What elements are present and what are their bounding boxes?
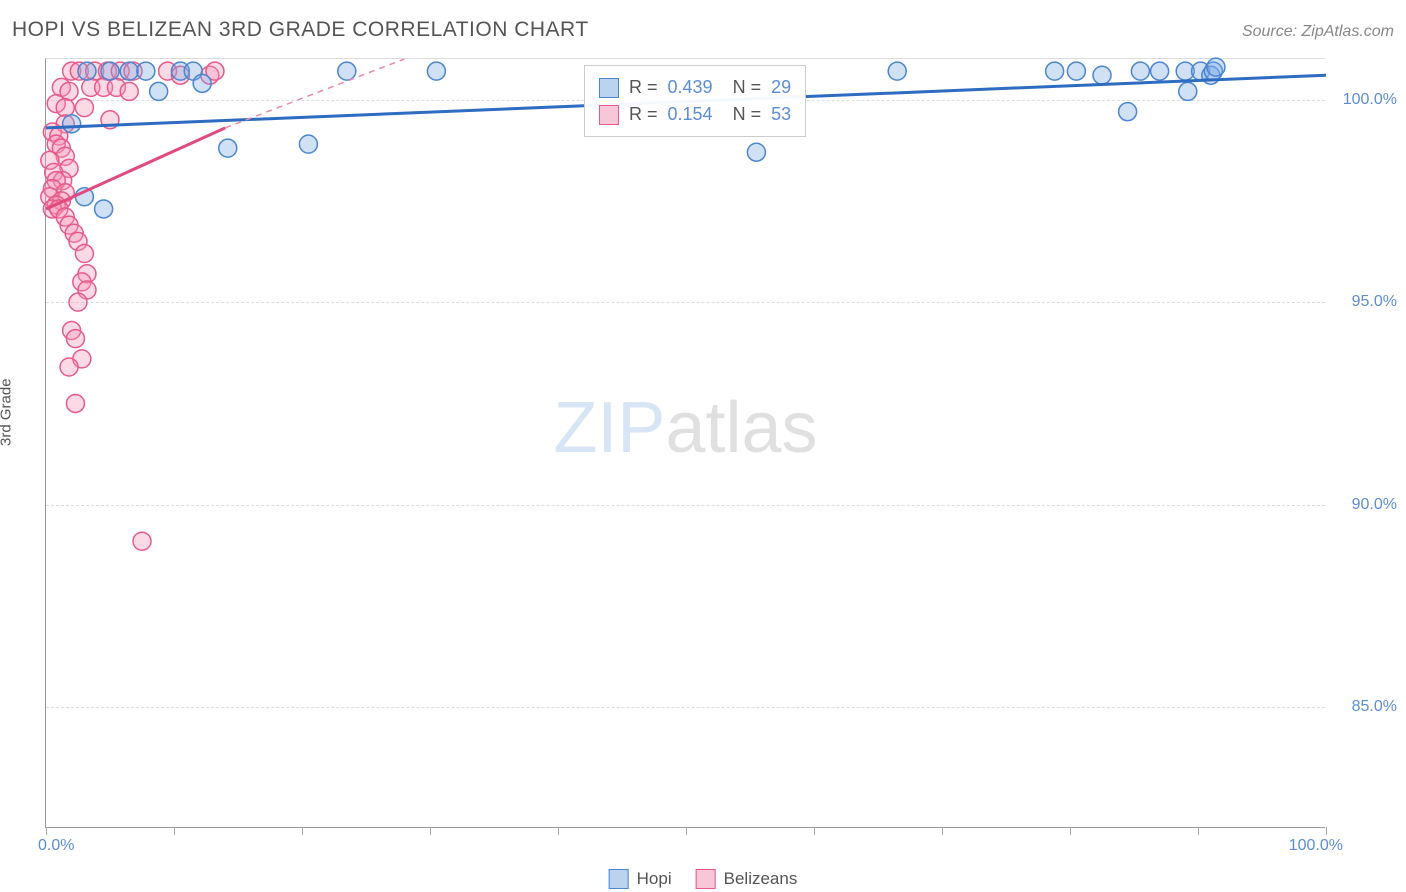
y-tick-label: 90.0% [1333,496,1397,514]
legend: Hopi Belizeans [609,869,798,889]
stats-row: R = 0.154 N = 53 [599,101,791,128]
chart-title: HOPI VS BELIZEAN 3RD GRADE CORRELATION C… [12,18,589,42]
y-tick-label: 85.0% [1333,698,1397,716]
x-axis-min-label: 0.0% [38,837,74,855]
y-tick-label: 100.0% [1333,91,1397,109]
series-swatch [599,105,619,125]
x-tick-mark [558,827,559,835]
x-tick-mark [1070,827,1071,835]
x-tick-mark [302,827,303,835]
x-tick-mark [1198,827,1199,835]
n-label: N = [733,77,762,98]
x-tick-mark [174,827,175,835]
source-label: Source: ZipAtlas.com [1242,23,1394,41]
legend-swatch [609,869,629,889]
r-value: 0.439 [668,77,713,98]
x-tick-mark [942,827,943,835]
x-tick-mark [1326,827,1327,835]
x-tick-mark [686,827,687,835]
y-tick-label: 95.0% [1333,293,1397,311]
r-label: R = [629,77,658,98]
x-tick-mark [814,827,815,835]
stats-box: R = 0.439 N = 29 R = 0.154 N = 53 [584,65,806,137]
series-swatch [599,78,619,98]
header: HOPI VS BELIZEAN 3RD GRADE CORRELATION C… [12,18,1394,42]
legend-label: Belizeans [724,869,798,889]
legend-item: Belizeans [696,869,798,889]
legend-label: Hopi [637,869,672,889]
r-value: 0.154 [668,104,713,125]
x-tick-mark [46,827,47,835]
n-value: 53 [771,104,791,125]
x-tick-mark [430,827,431,835]
y-axis-label: 3rd Grade [0,378,15,446]
chart-area: ZIPatlas 85.0%90.0%95.0%100.0% R = 0.439… [45,58,1325,828]
n-value: 29 [771,77,791,98]
x-axis-max-label: 100.0% [1289,837,1343,855]
legend-swatch [696,869,716,889]
r-label: R = [629,104,658,125]
stats-row: R = 0.439 N = 29 [599,74,791,101]
n-label: N = [733,104,762,125]
legend-item: Hopi [609,869,672,889]
scatter-plot [46,59,1325,827]
